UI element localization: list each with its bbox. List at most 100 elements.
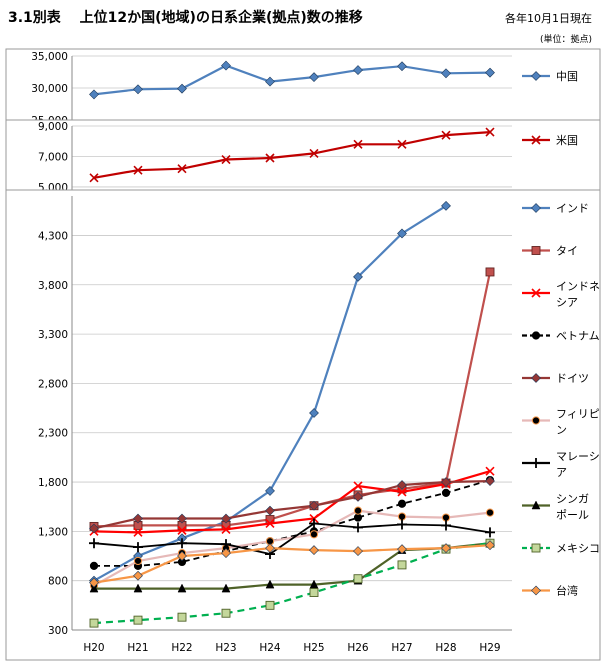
x-tick-label: H29 <box>479 642 500 654</box>
data-point <box>89 561 99 570</box>
data-point <box>485 127 495 137</box>
legend-marker <box>531 416 541 425</box>
x-tick-label: H21 <box>127 642 148 654</box>
data-point <box>353 481 363 491</box>
x-tick-label: H26 <box>347 642 369 654</box>
data-point <box>265 485 275 496</box>
data-point <box>133 570 143 581</box>
legend-label-line: ン <box>556 424 567 437</box>
x-tick-label: H24 <box>259 642 281 654</box>
data-point <box>353 522 363 533</box>
chart-panel-3: 300 800 1,300 1,800 2,300 2,800 3,300 3,800 4,30… <box>5 189 601 661</box>
series-line <box>93 470 491 534</box>
y-tick-label: 800 <box>48 576 68 588</box>
data-point <box>265 505 275 516</box>
legend-label-line: ア <box>556 466 567 479</box>
data-point <box>221 608 231 618</box>
series-line <box>93 64 491 96</box>
data-point <box>309 545 319 556</box>
y-tick-label: 3,800 <box>38 280 68 292</box>
data-point <box>397 228 407 239</box>
legend-marker <box>531 288 541 298</box>
data-point <box>177 83 187 94</box>
legend-marker <box>531 500 541 510</box>
data-point <box>177 551 187 561</box>
legend-marker <box>531 135 541 145</box>
legend-marker <box>531 543 541 553</box>
series-ドイツ: ドイツ <box>89 372 589 534</box>
legend-label: インドネシア <box>556 280 600 309</box>
data-point <box>133 513 143 524</box>
data-point <box>397 544 407 555</box>
y-tick-label: 30,000 <box>31 83 68 95</box>
data-point <box>309 148 319 158</box>
series-line <box>93 542 491 625</box>
data-point <box>89 523 99 534</box>
data-point <box>89 618 99 628</box>
series-line <box>93 544 491 584</box>
data-point <box>265 518 275 529</box>
data-point <box>441 520 451 531</box>
data-point <box>353 65 363 76</box>
data-point <box>485 267 495 277</box>
x-tick-label: H28 <box>435 642 456 654</box>
data-point <box>177 538 187 549</box>
legend-label-line: フィリピ <box>556 408 600 421</box>
legend-marker <box>531 458 541 468</box>
data-point <box>309 588 319 597</box>
legend-label: シンガポール <box>556 493 589 522</box>
chart-unit: (単位：拠点) <box>540 33 592 45</box>
data-point <box>133 84 143 95</box>
data-point <box>177 164 187 174</box>
data-point <box>441 543 451 554</box>
data-point <box>485 527 495 538</box>
data-point <box>485 67 495 78</box>
legend-label: マレーシア <box>556 450 600 479</box>
data-point <box>485 476 495 486</box>
legend-label: タイ <box>556 245 578 258</box>
y-tick-label: 4,300 <box>38 230 68 242</box>
legend-marker <box>531 331 541 340</box>
data-point <box>177 525 187 535</box>
data-point <box>397 487 407 497</box>
data-point <box>221 548 231 558</box>
data-point <box>353 513 363 522</box>
data-point <box>89 538 99 549</box>
y-tick-label: 300 <box>48 625 68 637</box>
data-point <box>353 546 363 557</box>
data-point <box>441 130 451 140</box>
legend-marker <box>531 203 541 213</box>
x-tick-label: H23 <box>215 642 236 654</box>
data-point <box>397 512 407 521</box>
series-インドネシア: インドネシア <box>89 280 600 537</box>
data-point <box>265 76 275 87</box>
x-tick-label: H27 <box>391 642 412 654</box>
data-point <box>353 271 363 282</box>
data-point <box>133 165 143 175</box>
data-point <box>89 577 99 588</box>
legend-label-line: ポール <box>556 509 589 522</box>
x-tick-label: H25 <box>303 642 324 654</box>
data-point <box>485 540 495 551</box>
data-point <box>485 466 495 476</box>
series-中国: 中国 <box>89 60 578 100</box>
series-line <box>93 480 491 530</box>
legend-label: インド <box>556 202 589 215</box>
data-point <box>133 556 143 566</box>
legend-label: ドイツ <box>556 372 589 385</box>
data-point <box>177 612 187 622</box>
data-point <box>397 499 407 508</box>
series-台湾: 台湾 <box>89 540 578 598</box>
y-tick-label: 2,800 <box>38 378 68 390</box>
data-point <box>89 583 99 593</box>
data-point <box>309 500 319 511</box>
y-tick-label: 2,300 <box>38 428 68 440</box>
data-point <box>485 508 495 517</box>
data-point <box>353 139 363 149</box>
data-point <box>441 200 451 211</box>
data-point <box>353 574 363 584</box>
y-tick-label: 1,300 <box>38 526 68 538</box>
x-tick-label: H20 <box>83 642 104 654</box>
data-point <box>265 543 275 554</box>
